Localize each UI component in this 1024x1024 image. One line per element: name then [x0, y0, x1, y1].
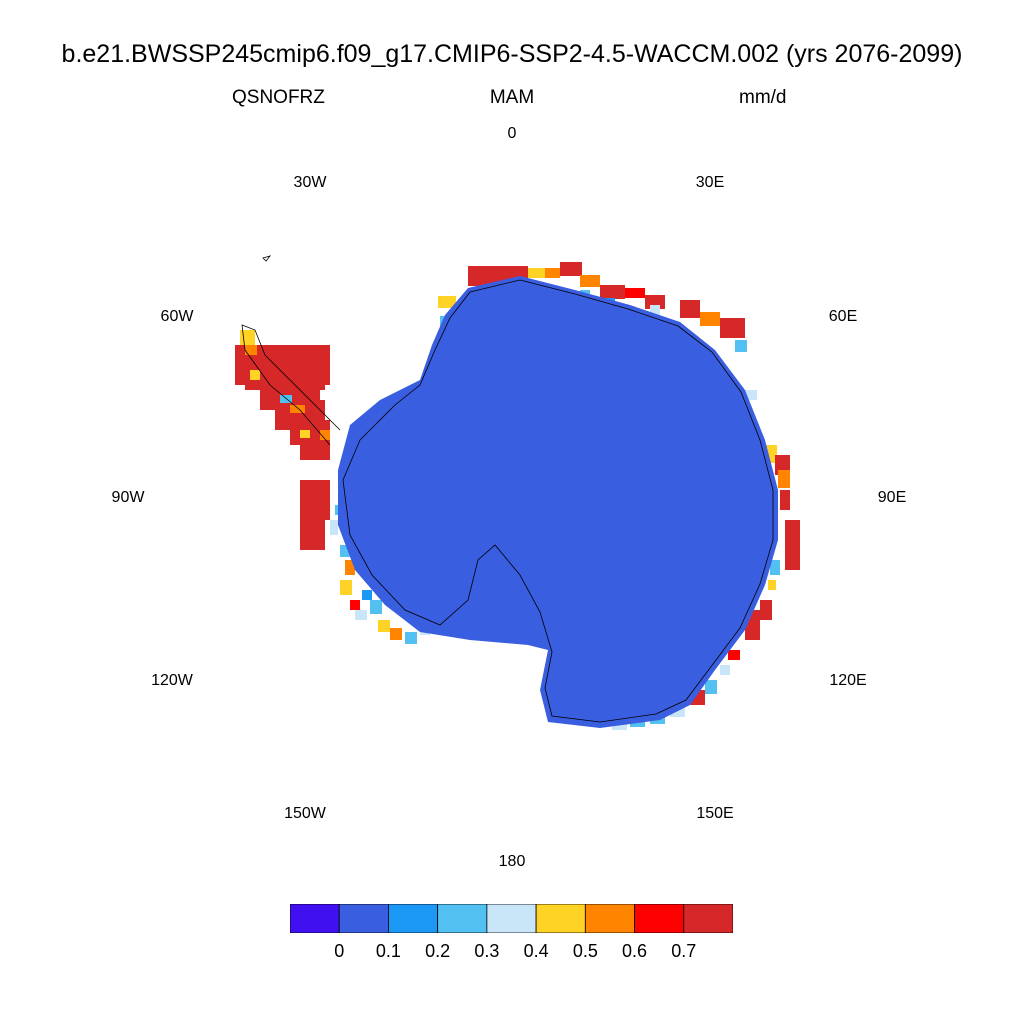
colorbar-label: 0: [334, 941, 345, 961]
coastal-cell: [760, 600, 772, 620]
coastal-cell: [735, 340, 747, 352]
coastal-cell: [345, 560, 355, 575]
coastal-cell: [378, 620, 390, 632]
coastal-cell: [768, 580, 776, 590]
coastal-cell: [700, 312, 720, 326]
lon-label-180: 180: [498, 853, 526, 870]
lon-label-120e: 120E: [829, 672, 867, 689]
plot-title: b.e21.BWSSP245cmip6.f09_g17.CMIP6-SSP2-4…: [61, 40, 963, 68]
coastal-cell: [240, 330, 255, 345]
colorbar-swatch: [486, 904, 537, 933]
coastal-cell: [350, 600, 360, 610]
coastal-cell: [355, 610, 367, 620]
lon-label-150w: 150W: [284, 805, 326, 822]
coastal-cell: [300, 440, 330, 460]
colorbar-label: 0.1: [375, 941, 401, 961]
coastal-cell: [362, 590, 372, 600]
colorbar-label: 0.3: [474, 941, 500, 961]
colorbar-swatch: [338, 904, 389, 933]
colorbar-swatch: [388, 904, 439, 933]
lon-label-30w: 30W: [293, 174, 327, 191]
coastal-cell: [728, 650, 740, 660]
coastal-cell: [438, 296, 456, 308]
colorbar-swatch: [584, 904, 635, 933]
coastal-cell: [528, 268, 548, 278]
coastal-cell: [320, 430, 330, 440]
coastal-cell: [245, 345, 257, 355]
coastal-cell: [545, 268, 560, 278]
lon-label-0: 0: [507, 125, 517, 142]
colorbar-label: 0.5: [572, 941, 598, 961]
coastal-cell: [300, 520, 325, 550]
coastal-cell: [250, 370, 260, 380]
coastal-cell: [600, 285, 625, 299]
coastal-cells: [235, 262, 800, 730]
coastal-cell: [560, 262, 582, 276]
coastal-cell: [720, 318, 745, 338]
antarctica-interior: [338, 276, 778, 728]
coastal-cell: [330, 520, 338, 535]
season-label: MAM: [489, 87, 535, 108]
coastal-cell: [290, 405, 305, 413]
coastal-cell: [680, 300, 700, 318]
units-label: mm/d: [739, 87, 787, 108]
coastal-cell: [340, 580, 352, 595]
colorbar-swatches: [290, 904, 733, 933]
lon-label-60e: 60E: [828, 308, 858, 325]
lon-label-60w: 60W: [160, 308, 194, 325]
coastal-cell: [720, 665, 730, 675]
colorbar-label: 0.6: [622, 941, 648, 961]
lon-label-90w: 90W: [111, 489, 145, 506]
coastal-cell: [625, 288, 645, 298]
coastal-cell: [770, 560, 780, 575]
colorbar-label: 0.2: [425, 941, 451, 961]
coastal-cell: [778, 470, 790, 488]
peninsula-coastline: [241, 324, 341, 446]
coastal-cell: [745, 390, 757, 400]
coastal-cell: [580, 275, 600, 287]
lon-label-120w: 120W: [151, 672, 193, 689]
variable-label: QSNOFRZ: [232, 87, 325, 108]
colorbar-swatch: [535, 904, 586, 933]
lon-label-150e: 150E: [696, 805, 734, 822]
lon-label-30e: 30E: [695, 174, 725, 191]
coastal-cell: [300, 480, 330, 520]
coastal-cell: [300, 430, 310, 438]
colorbar-swatch: [437, 904, 488, 933]
colorbar: [290, 904, 733, 933]
lon-label-90e: 90E: [877, 489, 907, 506]
coastal-cell: [780, 490, 790, 510]
coastal-cell: [405, 632, 417, 644]
coastline: [342, 279, 774, 723]
coastal-cell: [390, 628, 402, 640]
small-island: [262, 255, 272, 262]
colorbar-swatch: [290, 904, 340, 933]
coastal-cell: [650, 305, 660, 315]
colorbar-swatch: [634, 904, 685, 933]
coastal-cell: [785, 520, 800, 570]
coastal-cell: [280, 395, 292, 403]
coastal-cell: [370, 600, 382, 614]
coastal-cell: [705, 680, 717, 694]
colorbar-label: 0.4: [523, 941, 549, 961]
colorbar-swatch: [683, 904, 733, 933]
colorbar-label: 0.7: [671, 941, 697, 961]
